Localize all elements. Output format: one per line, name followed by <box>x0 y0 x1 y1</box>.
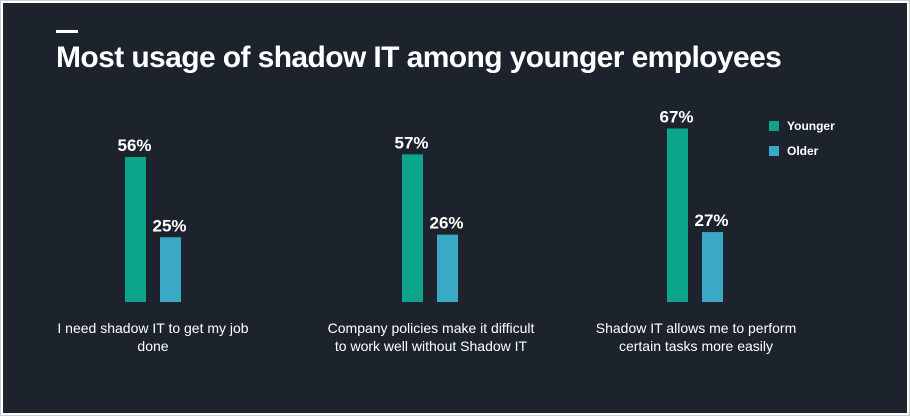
legend-swatch-older <box>769 146 779 156</box>
bar-younger-1 <box>125 156 146 302</box>
value-label-older-3: 27% <box>694 211 728 230</box>
category-label-3-line-2: certain tasks more easily <box>619 338 773 354</box>
bar-older-1 <box>160 237 181 302</box>
legend-label-younger: Younger <box>787 119 835 133</box>
chart-title: Most usage of shadow IT among younger em… <box>56 41 782 74</box>
chart-panel: Most usage of shadow IT among younger em… <box>3 3 907 413</box>
category-label-2-line-2: to work well without Shadow IT <box>335 338 528 354</box>
bar-younger-3 <box>667 128 688 302</box>
value-label-younger-3: 67% <box>659 107 693 126</box>
value-label-older-2: 26% <box>429 214 463 233</box>
category-label-3-line-1: Shadow IT allows me to perform <box>596 320 797 336</box>
category-label-1-line-2: done <box>137 338 168 354</box>
bar-older-3 <box>702 232 723 302</box>
bar-younger-2 <box>402 154 423 302</box>
legend-label-older: Older <box>787 144 819 158</box>
value-label-younger-2: 57% <box>394 133 428 152</box>
legend-swatch-younger <box>769 121 779 131</box>
value-label-older-1: 25% <box>152 216 186 235</box>
title-accent-bar <box>56 30 78 33</box>
value-label-younger-1: 56% <box>117 136 151 155</box>
category-label-2-line-1: Company policies make it difficult <box>328 320 535 336</box>
category-label-1-line-1: I need shadow IT to get my job <box>57 320 248 336</box>
bar-older-2 <box>437 234 458 302</box>
